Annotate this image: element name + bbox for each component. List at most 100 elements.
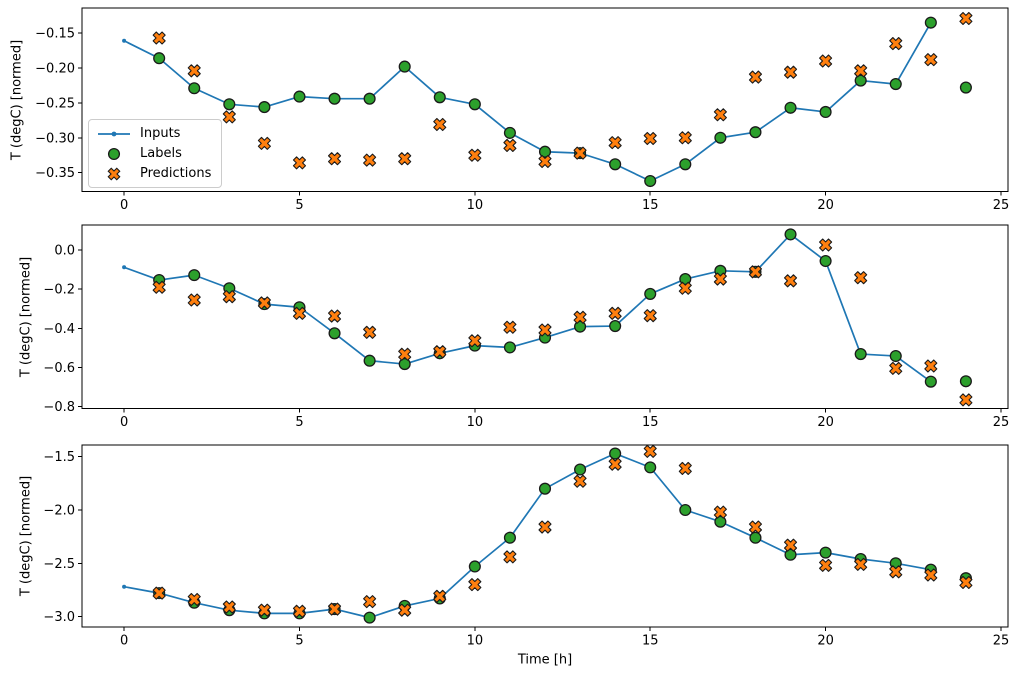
x-tick-label: 0 <box>120 415 128 430</box>
labels-point <box>538 145 552 158</box>
x-tick-label: 15 <box>642 634 659 649</box>
predictions-point <box>678 461 692 476</box>
labels-point <box>363 611 376 624</box>
predictions-point <box>573 310 587 324</box>
labels-point <box>959 81 972 94</box>
predictions-point <box>608 457 622 471</box>
predictions-point <box>854 64 868 78</box>
predictions-point <box>924 359 938 373</box>
labels-point <box>433 91 446 104</box>
predictions-point <box>748 70 763 84</box>
x-tick-label: 10 <box>467 415 484 430</box>
predictions-point <box>538 154 552 169</box>
labels-point <box>398 357 411 371</box>
predictions-point <box>924 53 938 67</box>
predictions-point <box>819 238 833 252</box>
y-tick-label: −0.30 <box>35 131 75 146</box>
labels-point <box>644 287 657 300</box>
labels-point <box>468 98 481 111</box>
labels-point <box>293 90 306 103</box>
predictions-point <box>608 136 622 150</box>
labels-point <box>889 349 902 363</box>
x-tick-label: 0 <box>120 198 128 213</box>
labels-point <box>609 158 622 171</box>
y-tick-label: −1.5 <box>43 450 75 465</box>
legend-label-inputs: Inputs <box>140 126 181 141</box>
predictions-point <box>187 293 201 307</box>
y-tick-label: −0.35 <box>35 166 75 181</box>
predictions-point <box>643 131 657 146</box>
x-tick-label: 10 <box>467 634 484 649</box>
predictions-point <box>468 148 482 162</box>
x-tick-label: 0 <box>120 634 128 649</box>
x-tick-label: 20 <box>817 415 834 430</box>
predictions-point <box>327 152 342 166</box>
y-tick-label: −0.6 <box>43 361 75 376</box>
y-tick-label: −0.2 <box>43 283 75 298</box>
predictions-point <box>713 272 727 286</box>
predictions-x-icon <box>97 166 131 182</box>
predictions-point <box>222 110 236 124</box>
y-tick-label: −3.0 <box>43 610 75 625</box>
inputs-point <box>122 38 127 43</box>
predictions-point <box>959 575 973 590</box>
labels-point <box>503 341 516 354</box>
legend: Inputs Labels Predictions <box>88 119 223 188</box>
x-tick-label: 15 <box>642 198 659 213</box>
predictions-point <box>643 309 657 323</box>
labels-point <box>679 503 692 517</box>
x-tick-label: 20 <box>817 198 834 213</box>
predictions-point <box>783 538 798 552</box>
labels-point <box>924 16 937 29</box>
predictions-point <box>152 280 166 294</box>
predictions-point <box>363 595 377 609</box>
predictions-point <box>398 603 412 617</box>
predictions-point <box>152 31 166 45</box>
predictions-point <box>819 54 833 68</box>
y-tick-label: −2.5 <box>43 557 75 572</box>
predictions-point <box>257 136 271 150</box>
predictions-point <box>889 37 903 51</box>
inputs-line <box>123 233 932 383</box>
labels-point <box>819 254 832 268</box>
labels-point <box>784 101 797 114</box>
predictions-point <box>503 138 517 153</box>
x-tick-label: 25 <box>993 198 1010 213</box>
labels-point <box>538 482 552 495</box>
labels-point <box>889 78 902 91</box>
labels-point <box>574 463 587 476</box>
legend-label-predictions: Predictions <box>140 166 212 181</box>
x-tick-label: 15 <box>642 415 659 430</box>
subplot-3: 0 5 10 15 20 25 −1.5 −2.0 −2.5 −3.0 <box>43 444 1010 649</box>
labels-point <box>503 126 516 139</box>
labels-point <box>749 531 762 544</box>
labels-point <box>784 228 797 241</box>
subplot-1: 0 5 10 15 20 25 −0.15 −0.20 −0.25 −0.30 −0.35 <box>35 7 1010 213</box>
x-axis-label: Time [h] <box>517 652 573 668</box>
y-tick-label: −0.4 <box>43 322 75 337</box>
legend-item-inputs: Inputs <box>97 124 211 143</box>
predictions-point <box>538 520 552 534</box>
y-tick-label: 0.0 <box>54 244 75 259</box>
predictions-point <box>468 578 482 592</box>
inputs-point <box>122 265 127 270</box>
labels-point <box>188 269 201 282</box>
legend-item-predictions: Predictions <box>97 164 211 183</box>
inputs-line-icon <box>97 126 131 142</box>
labels-point <box>644 174 657 188</box>
x-tick-label: 25 <box>993 634 1010 649</box>
y-axis-label-subplot-2: T (degC) [normed] <box>18 256 34 378</box>
legend-item-labels: Labels <box>97 144 211 163</box>
labels-point <box>153 52 166 65</box>
predictions-point <box>854 557 868 571</box>
y-tick-label: −0.15 <box>35 27 75 42</box>
inputs-point <box>122 584 127 589</box>
labels-point <box>819 105 832 119</box>
labels-point <box>714 131 727 144</box>
predictions-point <box>748 520 763 534</box>
predictions-point <box>959 11 973 26</box>
legend-label-labels: Labels <box>140 146 182 161</box>
predictions-point <box>292 156 307 170</box>
predictions-point <box>678 131 692 145</box>
